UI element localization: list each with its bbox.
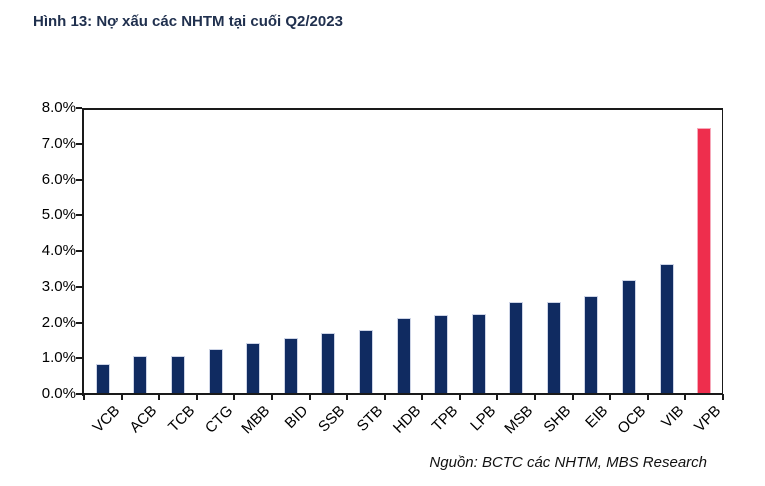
bar-tpb <box>434 315 449 394</box>
x-tick-mark <box>534 394 537 400</box>
x-tick-mark <box>158 394 161 400</box>
x-tick-mark <box>195 394 198 400</box>
bar-tcb <box>170 355 185 394</box>
bar-vcb <box>95 364 110 394</box>
bar-lpb <box>471 314 486 394</box>
x-tick-mark <box>270 394 273 400</box>
x-tick-mark <box>421 394 424 400</box>
x-tick-mark <box>120 394 123 400</box>
x-tick-mark <box>383 394 386 400</box>
plot-right-border <box>721 108 723 394</box>
x-tick-mark <box>571 394 574 400</box>
bar-hdb <box>396 318 411 394</box>
x-tick-mark <box>83 394 85 400</box>
y-tick-mark <box>76 250 82 252</box>
x-tick-mark <box>609 394 612 400</box>
y-tick-label: 0.0% <box>41 385 76 402</box>
y-tick-mark <box>76 357 82 360</box>
x-tick-mark <box>646 394 649 400</box>
bar-eib <box>584 295 599 394</box>
plot-top-border <box>84 108 723 110</box>
y-tick-label: 1.0% <box>41 349 76 367</box>
y-tick-label: 8.0% <box>41 99 76 116</box>
bar-bid <box>283 337 298 394</box>
y-tick-mark <box>76 142 82 145</box>
y-tick-mark <box>76 393 82 395</box>
y-tick-label: 7.0% <box>41 134 76 152</box>
source-note: Nguồn: BCTC các NHTM, MBS Research <box>429 454 707 471</box>
x-tick-mark <box>308 394 311 400</box>
x-tick-mark <box>458 394 461 400</box>
x-tick-mark <box>233 394 236 400</box>
y-tick-mark <box>76 321 82 324</box>
bar-ssb <box>321 332 336 394</box>
x-tick-mark <box>346 394 349 400</box>
bar-ocb <box>622 280 637 394</box>
y-tick-mark <box>76 285 82 288</box>
bar-stb <box>358 330 373 394</box>
x-tick-mark <box>722 394 724 400</box>
y-tick-label: 3.0% <box>41 277 76 295</box>
bar-vib <box>659 263 674 394</box>
y-axis-line <box>82 108 84 396</box>
bar-shb <box>546 302 561 394</box>
bar-acb <box>133 356 148 394</box>
y-tick-mark <box>76 214 82 217</box>
x-axis-line <box>82 393 723 395</box>
y-tick-mark <box>76 107 82 109</box>
y-tick-label: 6.0% <box>41 170 76 188</box>
bar-ctg <box>208 348 223 394</box>
chart-title: Hình 13: Nợ xấu các NHTM tại cuối Q2/202… <box>33 13 343 30</box>
x-tick-mark <box>684 394 687 400</box>
y-tick-mark <box>76 178 82 181</box>
x-tick-mark <box>496 394 499 400</box>
bar-mbb <box>246 342 261 394</box>
bar-msb <box>509 302 524 394</box>
y-tick-label: 5.0% <box>41 206 76 224</box>
y-tick-label: 2.0% <box>41 313 76 331</box>
bar-vpb <box>697 127 712 394</box>
y-tick-label: 4.0% <box>41 242 76 259</box>
